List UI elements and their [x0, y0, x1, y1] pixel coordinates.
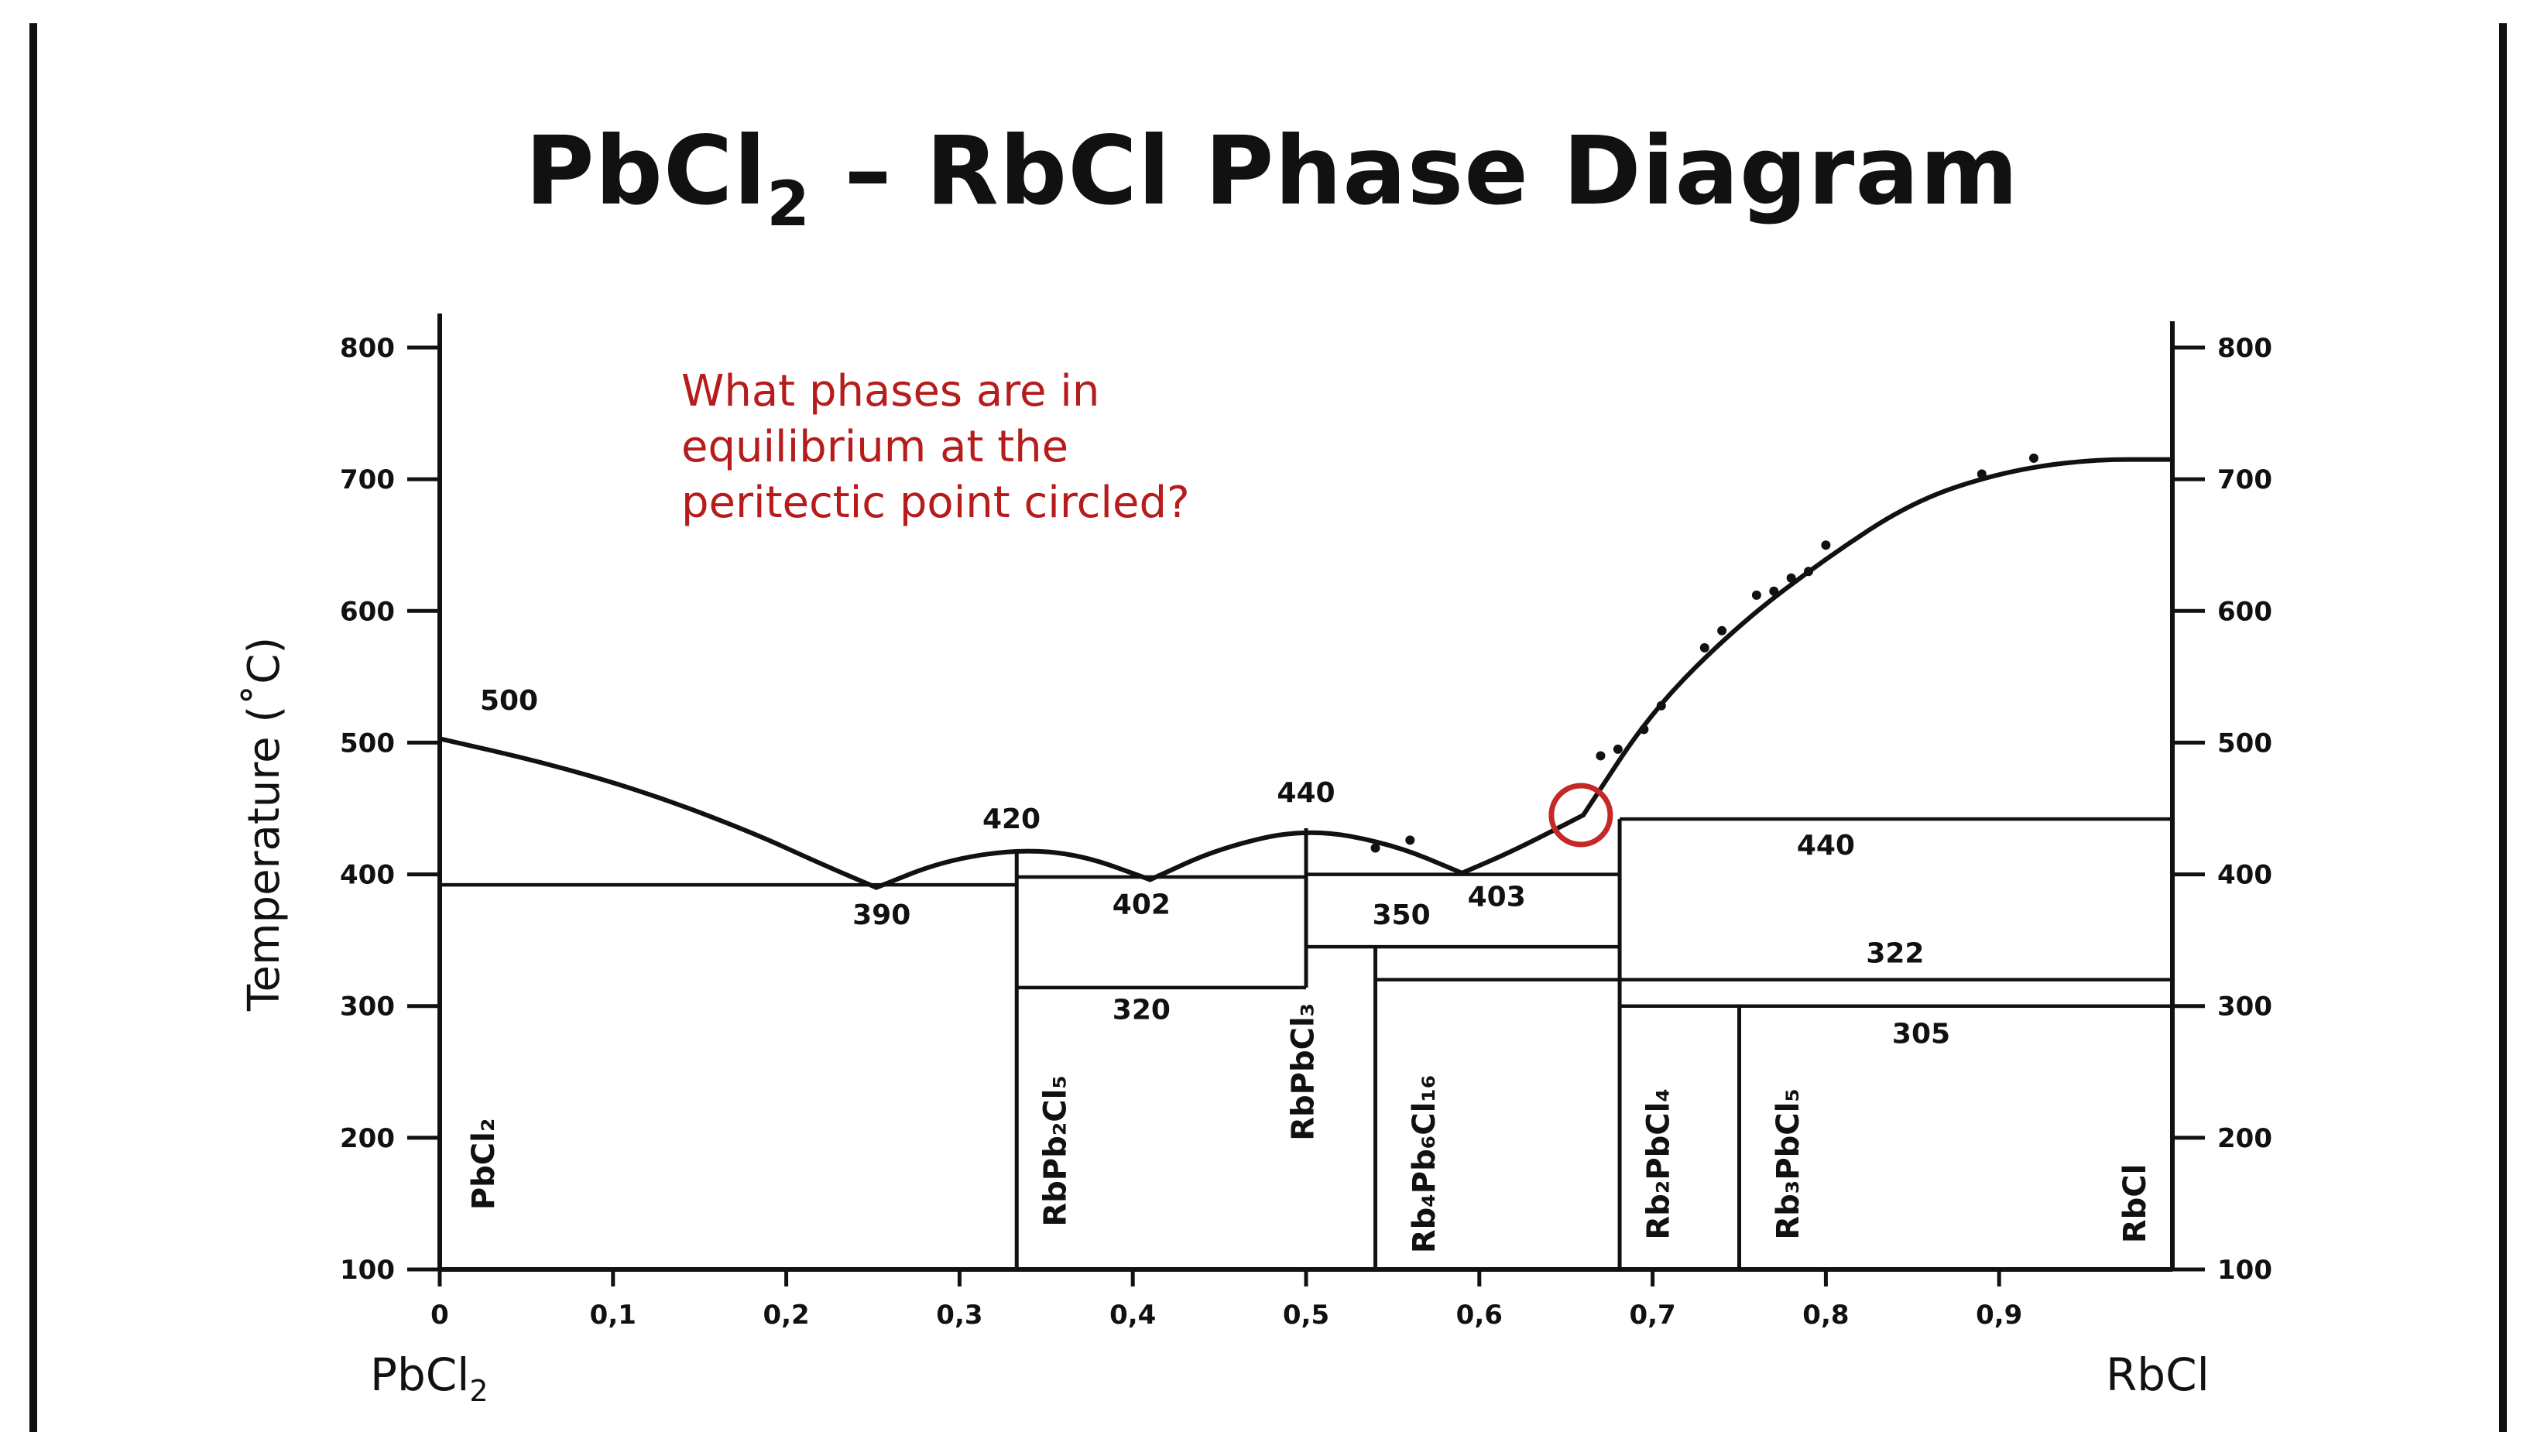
curve-pbcl2-liquidus [437, 736, 879, 890]
peritectic-marker [1548, 783, 1613, 848]
data-point [1699, 642, 1709, 653]
data-point [1751, 590, 1761, 600]
data-point [1769, 586, 1779, 596]
chart-title: PbCl2 – RbCl Phase Diagram [0, 116, 2544, 240]
y-tick-label-right: 500 [2217, 728, 2272, 759]
y-tick-label-left: 400 [340, 860, 395, 891]
temperature-label: 402 [1113, 889, 1171, 921]
y-tick-label-left: 800 [340, 333, 395, 364]
y-tick-label-right: 100 [2217, 1255, 2272, 1286]
y-axis-title: Temperature (˚C) [239, 637, 290, 1012]
left-end-main: PbCl [370, 1348, 470, 1401]
peritectic-circle-marker [1548, 783, 1613, 848]
x-tick-label: 0,1 [590, 1300, 636, 1331]
curve-rbpb2cl5-dome [873, 848, 1153, 890]
x-tick-label: 0,7 [1629, 1300, 1675, 1331]
phase-label: Rb₄Pb₆Cl₁₆ [1407, 1075, 1442, 1254]
curve-rbcl-liquidus [1581, 457, 2175, 818]
phase-boundaries [437, 459, 2175, 1269]
x-tick-label: 0,9 [1976, 1300, 2022, 1331]
experimental-points [1370, 453, 2038, 853]
x-tick-label: 0,6 [1456, 1300, 1503, 1331]
title-main: PbCl [525, 116, 767, 226]
data-point [1370, 843, 1380, 853]
phase-label: Rb₃PbCl₅ [1771, 1088, 1806, 1240]
phase-label: Rb₂PbCl₄ [1641, 1088, 1676, 1240]
temperature-label: 403 [1468, 881, 1526, 913]
y-tick-label-right: 700 [2217, 464, 2272, 495]
temperature-label: 350 [1373, 899, 1431, 931]
data-point [1405, 835, 1415, 845]
right-end-main: RbCl [2106, 1348, 2210, 1401]
left-end-subscript: 2 [469, 1374, 489, 1408]
y-tick-label-right: 400 [2217, 860, 2272, 891]
phase-label: RbPbCl₃ [1286, 1003, 1322, 1141]
x-tick-label: 0 [430, 1300, 449, 1331]
y-tick-label-left: 600 [340, 596, 395, 627]
x-tick-label: 0,2 [763, 1300, 809, 1331]
left-end-member-label: PbCl2 [370, 1348, 489, 1408]
curve-rb4pb6cl16-dome [1459, 813, 1586, 875]
data-point [2028, 453, 2038, 463]
data-point [1656, 701, 1666, 711]
right-frame-border [2499, 23, 2507, 1432]
chart-labels: 500 390 420 402 440 350 403 320 440 322 305 PbCl₂ Rb… [466, 685, 2153, 1253]
phase-label: PbCl₂ [466, 1119, 502, 1211]
temperature-label: 440 [1797, 830, 1855, 862]
y-tick-label-left: 100 [340, 1255, 395, 1286]
y-tick-label-right: 300 [2217, 992, 2272, 1023]
curve-rbpbcl3-dome [1147, 830, 1465, 882]
y-tick-label-left: 200 [340, 1123, 395, 1154]
title-rest: – RbCl Phase Diagram [810, 116, 2019, 226]
x-tick-label: 0,5 [1283, 1300, 1329, 1331]
temperature-label: 500 [480, 685, 538, 717]
data-point [1786, 573, 1796, 583]
question-annotation: What phases are in equilibrium at the pe… [681, 364, 1190, 531]
temperature-label: 305 [1892, 1018, 1950, 1050]
x-tick-label: 0,4 [1109, 1300, 1156, 1331]
x-tick-label: 0,8 [1802, 1300, 1849, 1331]
question-line: peritectic point circled? [681, 478, 1190, 528]
y-tick-label-right: 600 [2217, 596, 2272, 627]
right-end-member-label: RbCl [2106, 1348, 2210, 1401]
y-tick-label-left: 700 [340, 464, 395, 495]
phase-label: RbCl [2117, 1164, 2153, 1244]
data-point [1804, 567, 1814, 577]
question-line: equilibrium at the [681, 422, 1069, 472]
data-point [1613, 744, 1623, 754]
title-subscript: 2 [766, 168, 811, 240]
phase-label: RbPb₂Cl₅ [1037, 1075, 1073, 1227]
x-tick-label: 0,3 [936, 1300, 982, 1331]
data-point [1596, 751, 1606, 761]
temperature-label: 420 [982, 803, 1041, 835]
y-tick-label-left: 500 [340, 728, 395, 759]
data-point [1821, 540, 1831, 550]
temperature-label: 320 [1113, 995, 1171, 1026]
temperature-label: 322 [1866, 938, 1924, 970]
liquidus-curves [437, 457, 2175, 890]
y-tick-label-right: 200 [2217, 1123, 2272, 1154]
data-point [1639, 725, 1649, 735]
axes: 100 100 200 200 300 300 400 400 500 500 600 600 700 7… [239, 313, 2272, 1331]
left-frame-border [29, 23, 37, 1432]
y-tick-label-left: 300 [340, 992, 395, 1023]
question-line: What phases are in [681, 366, 1100, 416]
data-point [1717, 625, 1727, 636]
y-tick-label-right: 800 [2217, 333, 2272, 364]
temperature-label: 390 [852, 899, 910, 931]
data-point [1977, 469, 1987, 479]
temperature-label: 440 [1277, 777, 1335, 809]
